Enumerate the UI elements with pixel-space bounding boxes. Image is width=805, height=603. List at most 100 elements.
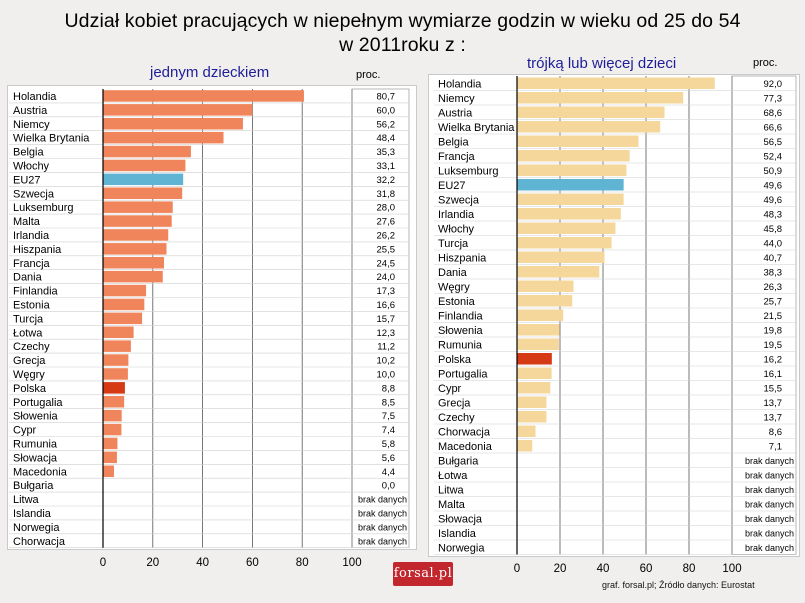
left-category-label: Islandia	[13, 508, 52, 520]
right-category-label: Belgia	[438, 136, 469, 148]
left-bar	[103, 90, 304, 102]
source-footer: graf. forsal.pl; Źródło danych: Eurostat	[602, 580, 755, 590]
left-value-label: brak danych	[358, 522, 407, 532]
right-category-label: Francja	[438, 151, 476, 163]
right-bar	[517, 121, 661, 133]
right-value-label: brak danych	[745, 499, 794, 509]
left-category-label: Estonia	[13, 299, 51, 311]
left-category-label: Węgry	[13, 369, 45, 381]
left-category-label: Szwecja	[13, 188, 55, 200]
left-category-label: Wielka Brytania	[13, 133, 90, 145]
left-category-label: Cypr	[13, 425, 37, 437]
left-value-label: 80,7	[377, 91, 396, 102]
left-bar	[103, 257, 165, 269]
right-bar	[517, 164, 627, 176]
right-value-label: 19,8	[764, 325, 783, 336]
right-value-label: brak danych	[745, 485, 794, 495]
right-value-label: 48,3	[764, 209, 783, 220]
left-bar	[103, 131, 224, 144]
right-category-label: Cypr	[438, 383, 462, 395]
left-category-label: Słowacja	[13, 452, 58, 464]
left-value-label: 15,7	[377, 314, 396, 325]
left-bar	[103, 396, 125, 408]
right-tick-label: 20	[554, 563, 567, 575]
right-value-label: 49,6	[764, 195, 783, 206]
right-value-label: 56,5	[764, 137, 783, 148]
right-value-label: brak danych	[745, 456, 794, 466]
right-value-label: 26,3	[764, 282, 783, 293]
left-value-label: 5,8	[382, 439, 395, 450]
left-value-label: 33,1	[377, 161, 396, 172]
right-category-label: Portugalia	[438, 368, 488, 380]
right-category-label: Turcja	[438, 238, 469, 250]
left-value-label: 8,8	[382, 383, 395, 394]
left-category-label: Malta	[13, 216, 41, 228]
left-bar	[103, 451, 117, 464]
right-bar	[517, 440, 533, 452]
right-category-label: Estonia	[438, 296, 476, 308]
left-tick-label: 20	[146, 557, 159, 569]
right-bar	[517, 266, 600, 278]
right-tick-label: 60	[640, 563, 653, 575]
left-bar	[103, 118, 243, 130]
left-category-label: Turcja	[13, 313, 44, 325]
right-value-label: 66,6	[764, 122, 783, 133]
right-category-label: Hiszpania	[438, 252, 487, 264]
left-bar	[103, 409, 122, 422]
left-value-label: brak danych	[358, 536, 407, 546]
right-bar	[517, 222, 616, 234]
left-bar	[103, 284, 147, 297]
right-bar	[517, 179, 624, 191]
left-value-label: 7,5	[382, 411, 395, 422]
left-bar	[103, 312, 143, 325]
left-category-label: Finlandia	[13, 286, 59, 298]
left-category-label: Austria	[13, 105, 48, 117]
right-value-label: 25,7	[764, 296, 783, 307]
left-category-label: Dania	[13, 272, 43, 284]
left-category-label: Chorwacja	[13, 536, 66, 548]
right-category-label: Austria	[438, 107, 473, 119]
right-bar	[517, 208, 621, 220]
left-value-label: 25,5	[377, 244, 396, 255]
left-category-label: Grecja	[13, 355, 46, 367]
right-bar	[517, 411, 547, 423]
left-bar	[103, 340, 131, 352]
chart-title-line1: Udział kobiet pracujących w niepełnym wy…	[64, 10, 741, 32]
right-bar	[517, 237, 612, 249]
left-category-label: Polska	[13, 383, 47, 395]
right-category-label: Grecja	[438, 397, 471, 409]
left-category-label: Portugalia	[13, 397, 63, 409]
right-bar	[517, 106, 665, 118]
left-value-label: brak danych	[358, 495, 407, 505]
left-bar	[103, 298, 145, 311]
left-value-label: 26,2	[377, 230, 396, 241]
right-value-label: 49,6	[764, 180, 783, 191]
left-bar	[103, 437, 118, 450]
right-tick-label: 40	[597, 563, 610, 575]
right-chart-subtitle: trójką lub więcej dzieci	[527, 55, 677, 72]
right-tick-label: 0	[514, 563, 520, 575]
right-value-label: 45,8	[764, 224, 783, 235]
left-value-label: 35,3	[377, 147, 396, 158]
right-category-label: Polska	[438, 354, 472, 366]
right-category-label: Słowenia	[438, 325, 484, 337]
right-value-label: brak danych	[745, 470, 794, 480]
left-category-label: EU27	[13, 174, 41, 186]
right-bar	[517, 309, 564, 321]
left-value-label: 48,4	[377, 133, 396, 144]
left-value-header: proc.	[356, 69, 381, 81]
left-value-label: 10,0	[377, 369, 396, 380]
right-value-header: proc.	[753, 57, 778, 69]
left-category-label: Norwegia	[13, 522, 60, 534]
right-category-label: Finlandia	[438, 310, 484, 322]
left-category-label: Holandia	[13, 91, 57, 103]
right-category-label: Włochy	[438, 223, 475, 235]
right-bar	[517, 193, 624, 205]
right-tick-label: 100	[722, 563, 741, 575]
left-category-label: Rumunia	[13, 438, 58, 450]
right-category-label: Norwegia	[438, 542, 485, 554]
right-value-label: 50,9	[764, 166, 783, 177]
left-category-label: Włochy	[13, 160, 50, 172]
right-category-label: Malta	[438, 499, 466, 511]
